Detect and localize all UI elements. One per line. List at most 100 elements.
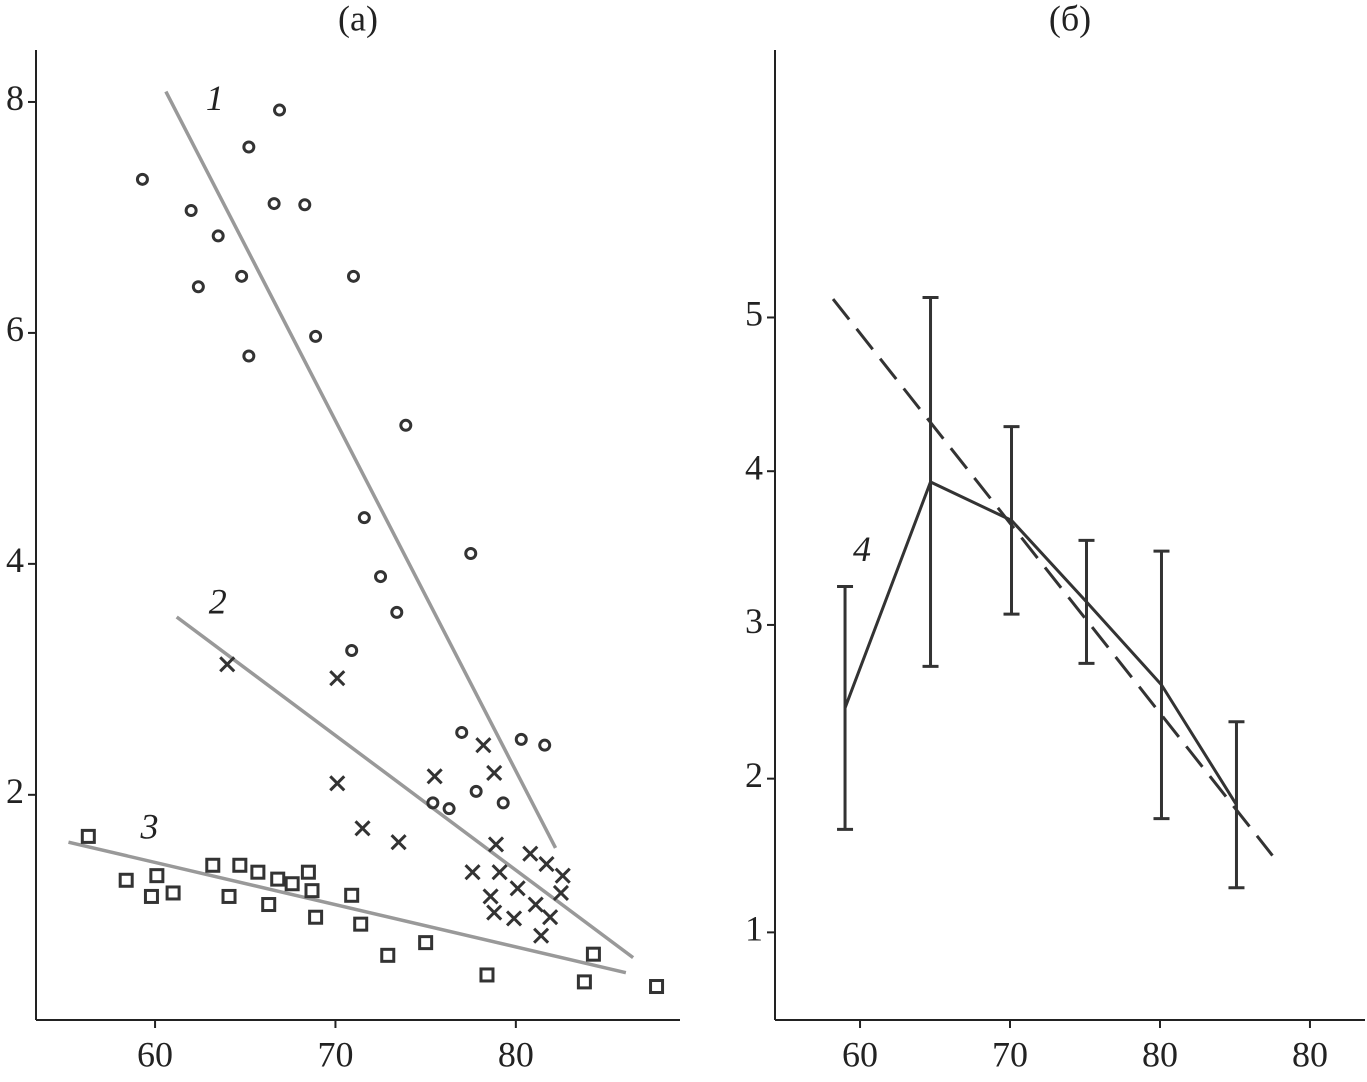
point [538, 738, 552, 752]
point [464, 546, 478, 560]
point [345, 643, 359, 657]
point [426, 796, 440, 810]
point [273, 103, 287, 117]
point [353, 916, 369, 932]
point [390, 834, 407, 851]
point [143, 888, 159, 904]
y-tick-label: 4 [6, 540, 24, 580]
y-tick-label: 2 [745, 755, 763, 795]
y-tick-label: 4 [745, 447, 763, 487]
point [496, 796, 510, 810]
point [221, 888, 237, 904]
point [308, 909, 324, 925]
point [475, 737, 492, 754]
point [346, 269, 360, 283]
point [300, 864, 316, 880]
point [464, 864, 481, 881]
point [455, 725, 469, 739]
point [533, 927, 550, 944]
line-label: 1 [206, 78, 224, 118]
point [522, 845, 539, 862]
point [486, 764, 503, 781]
x-tick-label: 60 [137, 1034, 173, 1074]
point [329, 775, 346, 792]
series-line [843, 479, 1238, 806]
point [344, 887, 360, 903]
point [242, 140, 256, 154]
point [219, 656, 236, 673]
chart-title: (б) [1049, 0, 1091, 38]
point [538, 856, 555, 873]
point [118, 872, 134, 888]
error-bar [837, 584, 854, 831]
fit-line [175, 615, 635, 960]
point [399, 418, 413, 432]
point [469, 784, 483, 798]
point [304, 883, 320, 899]
point [486, 904, 503, 921]
point [482, 888, 499, 905]
point [354, 820, 371, 837]
x-tick-label: 80 [1292, 1034, 1328, 1074]
point [509, 880, 526, 897]
x-tick-label: 60 [842, 1034, 878, 1074]
point [585, 946, 601, 962]
y-tick-label: 5 [745, 294, 763, 334]
y-tick-label: 8 [6, 78, 24, 118]
point [542, 909, 559, 926]
point [232, 857, 248, 873]
point [270, 871, 286, 887]
point [80, 828, 96, 844]
chart-title: (a) [338, 0, 378, 38]
y-tick-label: 1 [745, 909, 763, 949]
fit-line [68, 840, 627, 975]
point [491, 864, 508, 881]
point [165, 885, 181, 901]
x-tick-label: 70 [317, 1034, 353, 1074]
line-label: 3 [139, 806, 158, 846]
point [149, 868, 165, 884]
point [505, 910, 523, 927]
point [284, 876, 300, 892]
line-label: 2 [209, 581, 227, 621]
point [211, 229, 225, 243]
point [479, 967, 495, 983]
point [442, 802, 456, 816]
point [191, 280, 205, 294]
point [309, 329, 323, 343]
fit-line [831, 298, 1274, 857]
point [554, 867, 571, 884]
point [374, 570, 388, 584]
point [242, 349, 256, 363]
x-tick-label: 70 [992, 1034, 1028, 1074]
point [261, 897, 277, 913]
x-tick-label: 80 [1142, 1034, 1178, 1074]
point [649, 979, 665, 995]
point [487, 836, 505, 853]
point [267, 197, 281, 211]
y-tick-label: 6 [6, 309, 24, 349]
point [250, 864, 266, 880]
point [298, 198, 312, 212]
point [205, 857, 221, 873]
point [390, 605, 404, 619]
point [527, 896, 544, 913]
point [357, 511, 371, 525]
y-tick-label: 3 [745, 601, 763, 641]
point [329, 670, 346, 687]
series-label: 4 [853, 529, 871, 569]
y-tick-label: 2 [6, 771, 24, 811]
point [426, 768, 443, 785]
point [576, 974, 592, 990]
x-tick-label: 80 [498, 1034, 534, 1074]
point [380, 947, 396, 963]
point [514, 732, 528, 746]
point [135, 172, 149, 186]
fit-line [164, 90, 558, 849]
point [235, 269, 249, 283]
point [552, 884, 570, 902]
point [418, 935, 434, 951]
point [184, 204, 198, 218]
